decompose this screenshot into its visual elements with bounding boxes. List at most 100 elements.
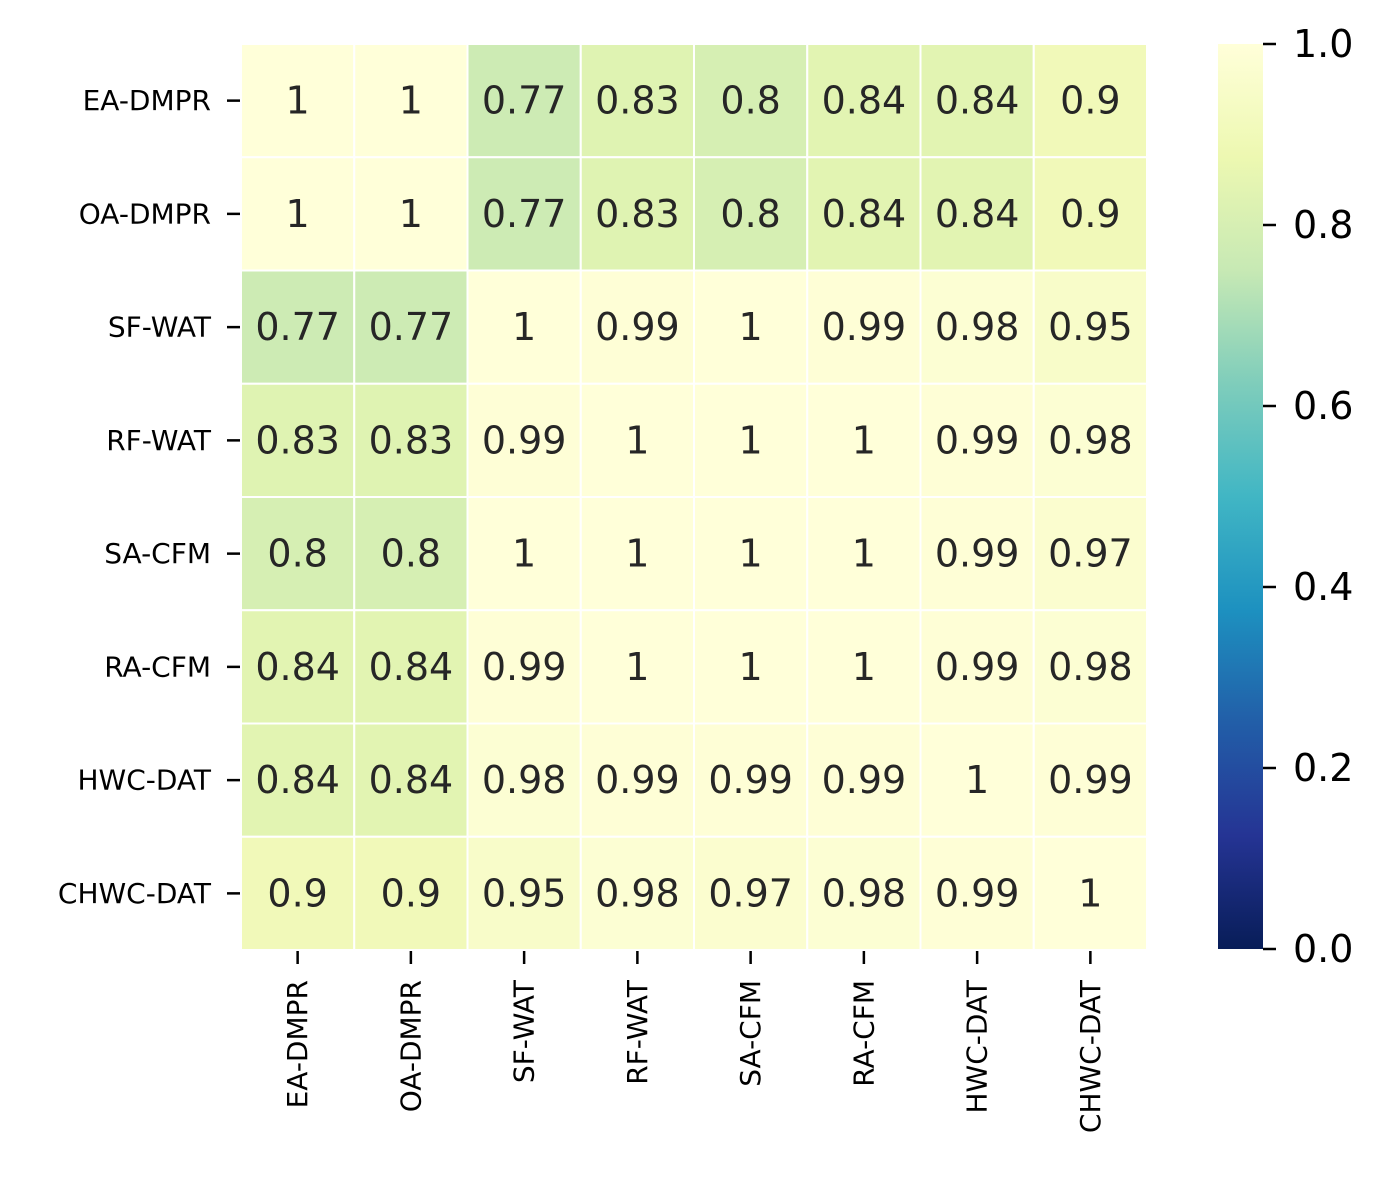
heatmap-cell-value: 1 <box>286 192 310 236</box>
column-tick-label: OA-DMPR <box>394 980 427 1112</box>
heatmap-cell <box>353 722 469 838</box>
column-axis: EA-DMPR OA-DMPR SF-WAT RF-WAT SA-CFM RA-CFM HW… <box>281 951 1107 1133</box>
column-tick-label: SF-WAT <box>508 979 541 1083</box>
column-tick-label: SA-CFM <box>734 980 767 1087</box>
heatmap-cell <box>919 269 1035 385</box>
heatmap-cell <box>466 722 582 838</box>
heatmap-cell-value: 0.84 <box>369 758 454 802</box>
heatmap-cell-value: 0.99 <box>595 305 680 349</box>
heatmap-cell-value: 0.98 <box>1048 418 1133 462</box>
heatmap-cell-value: 0.99 <box>935 871 1020 915</box>
heatmap-cell-value: 0.8 <box>381 532 441 576</box>
heatmap-cell-value: 0.84 <box>255 758 340 802</box>
heatmap-cell <box>579 496 695 612</box>
heatmap-cell-value: 0.9 <box>267 871 327 915</box>
heatmap-cell-value: 0.77 <box>369 305 454 349</box>
row-axis: EA-DMPR OA-DMPR SF-WAT RF-WAT SA-CFM RA-CFM HW… <box>58 84 240 910</box>
heatmap-cell <box>240 43 356 159</box>
heatmap-cell-value: 1 <box>512 305 536 349</box>
heatmap-cell-value: 0.98 <box>822 871 907 915</box>
heatmap-cell-value: 0.83 <box>255 418 340 462</box>
heatmap-cell <box>693 382 809 498</box>
heatmap-cell <box>693 496 809 612</box>
heatmap-cell-value: 1 <box>1078 871 1102 915</box>
heatmap-cell <box>919 722 1035 838</box>
heatmap-cell-value: 1 <box>625 645 649 689</box>
heatmap-cell-value: 0.77 <box>482 192 567 236</box>
heatmap-cell <box>353 43 469 159</box>
colorbar-tick-label: 0.4 <box>1293 565 1353 609</box>
heatmap-cell-value: 1 <box>625 532 649 576</box>
heatmap-cell <box>806 43 922 159</box>
row-tick-label: RF-WAT <box>106 424 212 457</box>
heatmap-cell-value: 1 <box>965 758 989 802</box>
colorbar-tick-label: 0.8 <box>1293 203 1353 247</box>
heatmap-cell <box>353 609 469 725</box>
heatmap-cell-value: 0.98 <box>935 305 1020 349</box>
heatmap-cell-value: 0.83 <box>369 418 454 462</box>
heatmap-cell-value: 0.9 <box>381 871 441 915</box>
heatmap-cell <box>240 722 356 838</box>
heatmap-cell-value: 0.84 <box>369 645 454 689</box>
colorbar-gradient <box>1218 44 1263 949</box>
heatmap-cell-value: 0.99 <box>595 758 680 802</box>
heatmap-cell-value: 1 <box>739 305 763 349</box>
heatmap-cell-value: 1 <box>739 418 763 462</box>
heatmap-cell <box>579 835 695 951</box>
heatmap-cell-value: 0.95 <box>1048 305 1133 349</box>
heatmap-cell-value: 0.9 <box>1060 192 1120 236</box>
heatmap-cell-value: 0.84 <box>935 192 1020 236</box>
heatmap-cell-value: 0.99 <box>822 758 907 802</box>
column-tick-label: EA-DMPR <box>281 980 314 1108</box>
row-tick-label: SF-WAT <box>108 311 212 344</box>
heatmap-cell <box>240 835 356 951</box>
heatmap-cell <box>466 835 582 951</box>
heatmap-cell <box>1032 43 1148 159</box>
heatmap-cell-value: 1 <box>852 532 876 576</box>
heatmap-cell-value: 0.98 <box>1048 645 1133 689</box>
heatmap-cell <box>353 156 469 272</box>
heatmap-cell-value: 1 <box>399 79 423 123</box>
heatmap-cell <box>466 43 582 159</box>
heatmap-cell <box>693 609 809 725</box>
heatmap-cell <box>579 269 695 385</box>
heatmap-cell <box>466 382 582 498</box>
row-tick-label: SA-CFM <box>104 537 211 570</box>
heatmap-cells <box>240 43 1148 951</box>
heatmap-cell-value: 0.77 <box>482 79 567 123</box>
heatmap-cell <box>806 722 922 838</box>
heatmap-cell-value: 0.98 <box>482 758 567 802</box>
row-tick-label: EA-DMPR <box>83 84 211 117</box>
colorbar-tick-label: 1.0 <box>1293 22 1353 66</box>
heatmap-cell-value: 0.99 <box>482 418 567 462</box>
heatmap-cell-value: 0.77 <box>255 305 340 349</box>
heatmap-cell-value: 0.95 <box>482 871 567 915</box>
heatmap-cell-value: 0.83 <box>595 79 680 123</box>
heatmap-cell <box>693 722 809 838</box>
heatmap-cell <box>919 382 1035 498</box>
heatmap-cell-value: 0.97 <box>1048 532 1133 576</box>
heatmap-cell-value: 0.8 <box>720 79 780 123</box>
row-tick-label: CHWC-DAT <box>58 877 212 910</box>
heatmap-cell <box>806 609 922 725</box>
heatmap-cell <box>1032 156 1148 272</box>
row-tick-label: OA-DMPR <box>79 197 211 230</box>
heatmap-cell <box>919 609 1035 725</box>
heatmap-cell-value: 0.9 <box>1060 79 1120 123</box>
heatmap-cell <box>1032 609 1148 725</box>
colorbar-tick-label: 0.6 <box>1293 384 1353 428</box>
heatmap-cell-value: 0.83 <box>595 192 680 236</box>
heatmap-cell-value: 0.97 <box>708 871 793 915</box>
heatmap-cell-value: 0.84 <box>822 79 907 123</box>
heatmap-cell-value: 0.99 <box>708 758 793 802</box>
heatmap-cell <box>579 156 695 272</box>
heatmap-cell <box>240 269 356 385</box>
heatmap-cell-value: 1 <box>286 79 310 123</box>
heatmap-cell-value: 0.99 <box>935 645 1020 689</box>
heatmap-cell <box>579 382 695 498</box>
heatmap-cell <box>466 609 582 725</box>
heatmap-cell <box>466 269 582 385</box>
heatmap-cell-value: 0.8 <box>720 192 780 236</box>
heatmap-cell-value: 1 <box>512 532 536 576</box>
